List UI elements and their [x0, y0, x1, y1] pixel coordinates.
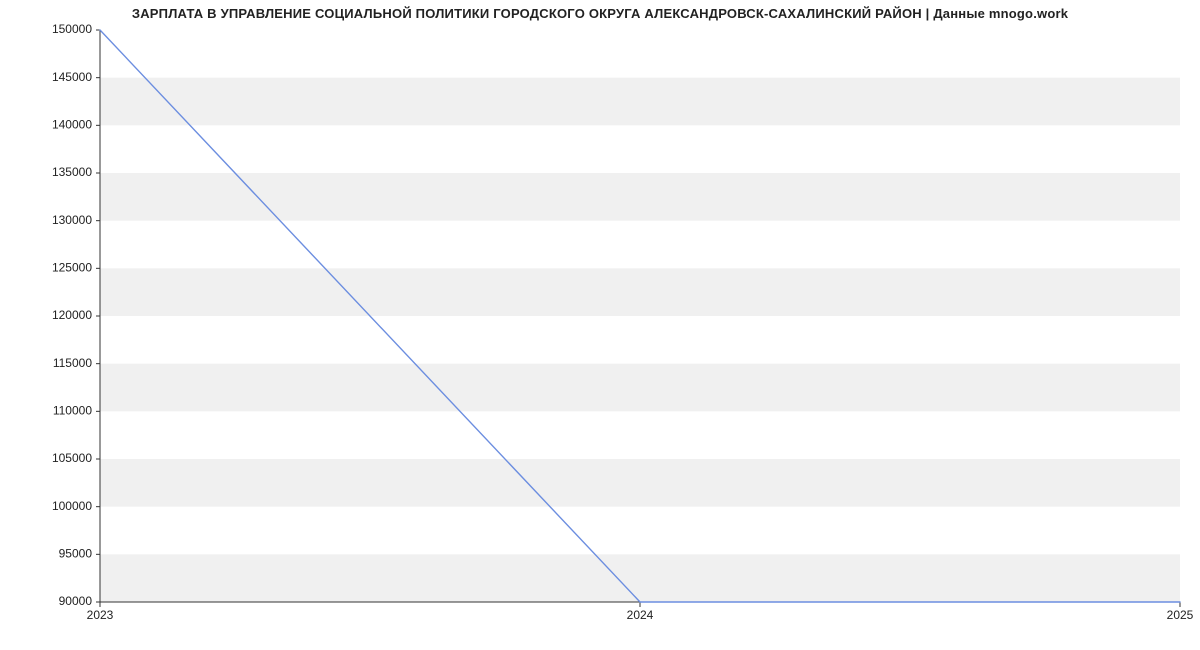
y-tick-label: 90000 [59, 594, 93, 608]
y-tick-label: 130000 [52, 213, 92, 227]
chart-svg: 90000 95000 100000 105000 110000 115000 120000… [0, 0, 1200, 650]
y-tick-label: 100000 [52, 499, 92, 513]
x-tick-label: 2024 [627, 608, 654, 622]
y-tick-label: 125000 [52, 261, 92, 275]
x-tick-label: 2023 [87, 608, 114, 622]
chart-container: ЗАРПЛАТА В УПРАВЛЕНИЕ СОЦИАЛЬНОЙ ПОЛИТИК… [0, 0, 1200, 650]
y-tick-label: 120000 [52, 308, 92, 322]
y-tick-label: 95000 [59, 547, 93, 561]
y-tick-label: 150000 [52, 22, 92, 36]
y-tick-label: 105000 [52, 451, 92, 465]
chart-title: ЗАРПЛАТА В УПРАВЛЕНИЕ СОЦИАЛЬНОЙ ПОЛИТИК… [0, 6, 1200, 21]
y-tick-label: 145000 [52, 70, 92, 84]
x-tick-label: 2025 [1167, 608, 1194, 622]
y-tick-label: 135000 [52, 165, 92, 179]
y-tick-label: 140000 [52, 118, 92, 132]
y-tick-label: 115000 [53, 356, 92, 370]
y-tick-label: 110000 [53, 404, 92, 418]
